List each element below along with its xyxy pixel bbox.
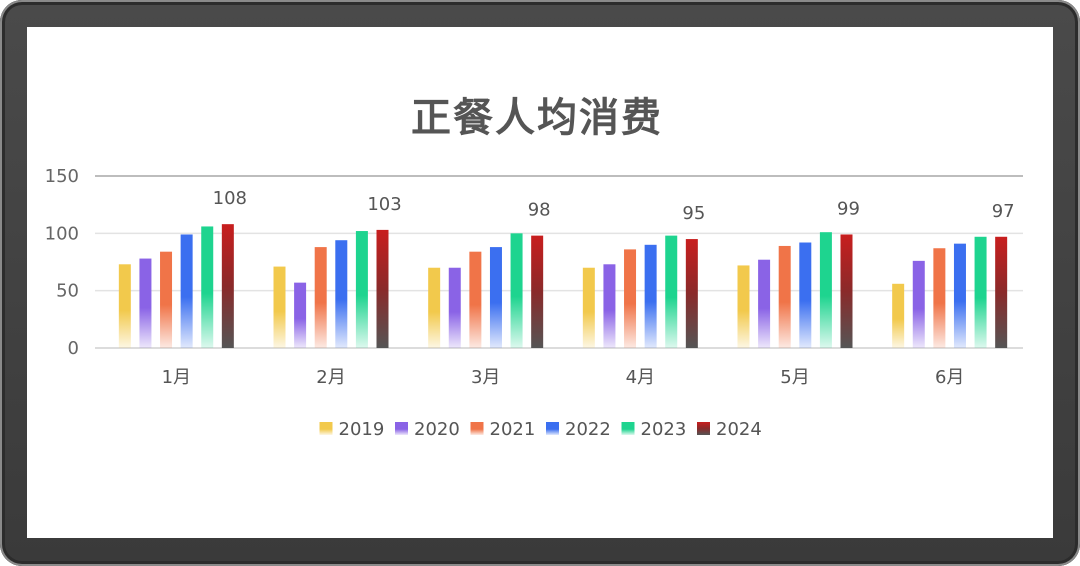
bar-5月-2023 [819,232,832,348]
data-label-6月: 97 [992,201,1015,222]
bar-1月-2019 [118,264,131,348]
chart-screen: 正餐人均消费 0 50 100 150 108 103 98 95 99 97 1月 2月 3月 4月… [27,27,1053,538]
legend-label-2019: 2019 [339,419,385,440]
legend-label-2023: 2023 [641,419,687,440]
bar-6月-2024 [995,236,1008,348]
legend-swatch-2019 [319,422,333,435]
data-label-3月: 98 [528,200,551,221]
bar-2月-2023 [355,231,368,348]
bar-5月-2019 [737,265,750,348]
bar-2月-2022 [335,240,348,348]
x-tick-label-3月: 3月 [471,367,500,388]
bar-5月-2021 [778,245,791,348]
bar-4月-2023 [665,235,678,348]
data-label-5月: 99 [837,198,860,219]
bar-1月-2020 [139,258,152,348]
legend-swatch-2020 [395,422,408,435]
bar-6月-2022 [953,243,966,348]
data-label-2月: 103 [367,194,401,215]
bar-5月-2022 [799,242,812,348]
legend-label-2024: 2024 [716,419,762,440]
bars [118,224,1008,348]
bar-4月-2022 [644,244,657,348]
bar-2月-2021 [314,247,327,348]
bar-chart: 正餐人均消费 0 50 100 150 108 103 98 95 99 97 1月 2月 3月 4月… [45,95,1023,440]
data-label-1月: 108 [213,188,247,209]
bar-1月-2022 [180,234,193,348]
bar-6月-2023 [974,236,987,348]
y-tick-label-50: 50 [56,281,79,302]
bar-3月-2020 [448,267,461,348]
bar-4月-2021 [624,249,637,348]
bar-5月-2020 [758,259,771,348]
x-axis: 1月 2月 3月 4月 5月 6月 [162,367,965,388]
bar-6月-2020 [912,260,925,348]
x-tick-label-4月: 4月 [626,367,655,388]
bar-4月-2024 [685,239,698,348]
bar-3月-2024 [531,235,544,348]
bar-4月-2019 [582,267,595,348]
chart-title: 正餐人均消费 [411,95,663,141]
bar-3月-2019 [428,267,441,348]
legend-swatch-2022 [546,422,559,435]
y-tick-label-100: 100 [45,223,79,244]
bar-3月-2022 [489,247,502,348]
legend-label-2021: 2021 [490,419,536,440]
x-tick-label-5月: 5月 [780,367,809,388]
bar-1月-2021 [160,251,173,348]
bar-2月-2020 [294,282,307,348]
legend-swatch-2024 [697,422,710,435]
legend-swatch-2023 [621,422,635,435]
bar-6月-2021 [933,248,946,348]
y-tick-label-0: 0 [68,338,79,359]
bar-2月-2019 [273,266,286,348]
legend-label-2020: 2020 [414,419,460,440]
bar-2月-2024 [376,229,389,348]
bar-6月-2019 [892,283,905,348]
bar-1月-2024 [221,224,234,348]
x-tick-label-1月: 1月 [162,367,191,388]
data-labels: 108 103 98 95 99 97 [213,188,1015,224]
data-label-4月: 95 [682,203,705,224]
y-tick-label-150: 150 [45,166,79,187]
legend: 2019 2020 2021 2022 2023 2024 [319,419,762,440]
bar-4月-2020 [603,264,616,348]
legend-label-2022: 2022 [565,419,611,440]
bar-1月-2023 [201,226,214,348]
x-tick-label-6月: 6月 [935,367,964,388]
y-axis: 0 50 100 150 [45,166,79,359]
x-tick-label-2月: 2月 [316,367,345,388]
bar-3月-2023 [510,233,523,348]
bar-5月-2024 [840,234,853,348]
legend-swatch-2021 [470,422,484,435]
grid-lines [95,175,1023,349]
bar-3月-2021 [469,251,482,348]
